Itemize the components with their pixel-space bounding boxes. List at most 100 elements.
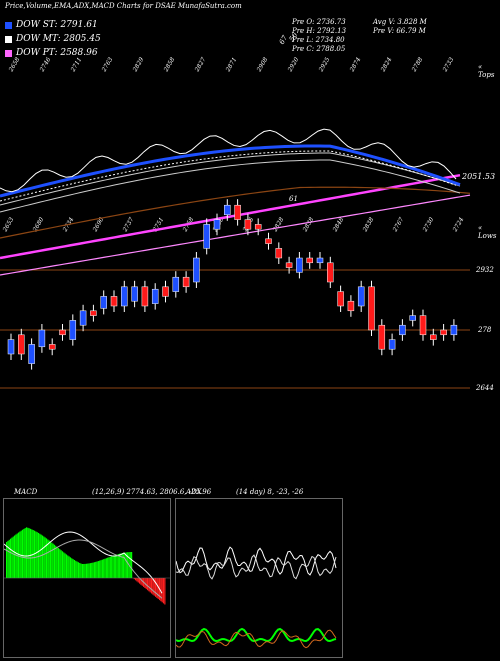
candle-body <box>111 296 117 306</box>
macd-histogram-bar <box>38 533 39 578</box>
macd-histogram-bar <box>54 545 55 578</box>
macd-histogram-bar <box>87 564 88 579</box>
candle-body <box>193 258 199 282</box>
low-value-label: 2838 <box>301 216 315 234</box>
adx-green-line <box>176 629 336 641</box>
macd-histogram-bar <box>78 562 79 578</box>
macd-histogram-bar <box>37 532 38 578</box>
candle-body <box>80 311 86 325</box>
macd-panel <box>3 498 171 658</box>
candle-body <box>276 248 282 258</box>
macd-histogram-bar <box>13 537 14 579</box>
top-value-label: 2827 <box>193 56 207 74</box>
macd-histogram-bar <box>111 556 112 578</box>
candle-body <box>121 287 127 306</box>
candle-body <box>142 287 148 306</box>
macd-histogram-bar <box>112 556 113 578</box>
tops-axis-label: « Tops <box>478 63 500 79</box>
macd-histogram-bar <box>61 550 62 578</box>
macd-histogram-bar <box>11 538 12 578</box>
macd-histogram-bar <box>150 578 151 592</box>
price-level-2: 278 <box>478 326 491 334</box>
candle-body <box>358 287 364 306</box>
candle-body <box>60 330 66 335</box>
lows-axis-label: « Lows <box>478 224 500 240</box>
candle-body <box>132 287 138 301</box>
macd-histogram-bar <box>25 528 26 578</box>
candle-body <box>369 287 375 330</box>
adx-plot <box>176 499 342 657</box>
candle-body <box>183 277 189 287</box>
macd-histogram-bar <box>146 578 147 589</box>
macd-histogram-bar <box>79 563 80 578</box>
macd-histogram-bar <box>66 554 67 578</box>
macd-histogram-bar <box>102 560 103 578</box>
macd-histogram-bar <box>83 564 84 578</box>
macd-histogram-bar <box>136 578 137 581</box>
macd-histogram-bar <box>9 540 10 578</box>
macd-histogram-bar <box>118 554 119 578</box>
macd-histogram-bar <box>147 578 148 590</box>
macd-histogram-bar <box>115 555 116 578</box>
macd-histogram-bar <box>65 553 66 578</box>
macd-histogram-bar <box>80 564 81 579</box>
adx-panel <box>175 498 343 658</box>
macd-histogram-bar <box>75 561 76 578</box>
ema-mark: 61 <box>289 195 298 203</box>
candle-body <box>173 277 179 291</box>
macd-label: MACD <box>14 488 37 496</box>
top-value-label: 2908 <box>255 56 269 74</box>
candle-body <box>70 320 76 339</box>
price-level-1: 2932 <box>476 266 494 274</box>
candle-body <box>49 344 55 349</box>
candle-body <box>430 335 436 340</box>
candle-body <box>152 289 158 303</box>
macd-histogram-bar <box>10 539 11 578</box>
macd-histogram-bar <box>94 562 95 578</box>
macd-histogram-bar <box>69 556 70 578</box>
macd-histogram-bar <box>110 557 111 578</box>
macd-histogram-bar <box>104 559 105 578</box>
top-value-label: 2711 <box>69 56 83 74</box>
macd-histogram-bar <box>95 562 96 578</box>
candle-body <box>410 316 416 321</box>
macd-histogram-bar <box>29 528 30 578</box>
macd-histogram-bar <box>27 528 28 578</box>
macd-histogram-bar <box>114 555 115 578</box>
candle-body <box>18 335 24 354</box>
candle-body <box>379 325 385 349</box>
macd-histogram-bar <box>74 560 75 578</box>
macd-histogram-bar <box>50 542 51 579</box>
top-value-label: 2746 <box>38 56 52 74</box>
ema-value-label: 2051.53 <box>462 172 495 181</box>
candle-body <box>317 258 323 263</box>
macd-histogram-bar <box>22 530 23 578</box>
top-value-label: 2920 <box>286 56 300 74</box>
macd-histogram-bar <box>30 529 31 578</box>
top-value-label: 2871 <box>224 56 238 74</box>
macd-histogram-bar <box>71 558 72 578</box>
candle-body <box>245 220 251 230</box>
macd-histogram-bar <box>106 558 107 578</box>
macd-histogram-bar <box>26 527 27 578</box>
low-value-label: 2724 <box>451 216 465 234</box>
macd-histogram-bar <box>107 558 108 578</box>
macd-histogram-bar <box>156 578 157 598</box>
top-value-label: 2763 <box>100 56 114 74</box>
candle-body <box>348 301 354 311</box>
macd-histogram-bar <box>138 578 139 583</box>
macd-histogram-bar <box>116 554 117 578</box>
macd-histogram-bar <box>164 578 165 605</box>
macd-histogram-bar <box>99 561 100 578</box>
candle-body <box>224 205 230 215</box>
adx-label: ADX <box>186 488 202 496</box>
macd-plot <box>4 499 170 657</box>
price-level-3: 2644 <box>476 384 494 392</box>
top-value-label: 2658 <box>7 56 21 74</box>
macd-histogram-bar <box>58 548 59 578</box>
top-value-label: 2829 <box>131 56 145 74</box>
low-value-label: 2767 <box>391 216 405 234</box>
macd-histogram-bar <box>130 552 131 578</box>
macd-histogram-bar <box>42 536 43 579</box>
